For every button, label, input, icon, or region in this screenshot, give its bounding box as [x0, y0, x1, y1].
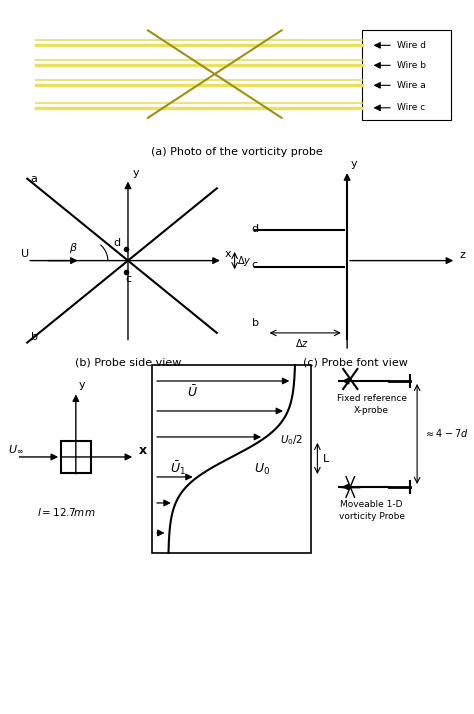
Text: y: y	[79, 381, 85, 391]
Text: Fixed reference: Fixed reference	[337, 394, 407, 403]
Text: (a) Photo of the vorticity probe: (a) Photo of the vorticity probe	[151, 146, 323, 157]
Text: c: c	[252, 261, 258, 271]
Text: $\Delta y$: $\Delta y$	[237, 253, 252, 268]
Text: d: d	[114, 238, 121, 248]
Text: $U_0/2$: $U_0/2$	[280, 433, 303, 447]
Text: $\bar{U}_1$: $\bar{U}_1$	[170, 459, 186, 477]
Text: Moveable 1-D: Moveable 1-D	[340, 500, 403, 509]
Text: Wire d: Wire d	[397, 41, 427, 50]
Text: $\Delta z$: $\Delta z$	[295, 337, 309, 349]
Text: y: y	[133, 168, 139, 178]
Text: $\bar{U}$: $\bar{U}$	[186, 384, 198, 400]
Text: $\mathbf{x}$: $\mathbf{x}$	[138, 443, 148, 457]
Text: b: b	[252, 318, 258, 328]
Text: $l=12.7mm$: $l=12.7mm$	[37, 506, 96, 518]
Text: x: x	[225, 248, 232, 258]
Text: vorticity Probe: vorticity Probe	[338, 512, 405, 521]
Text: d: d	[252, 224, 259, 234]
Text: b: b	[31, 331, 38, 342]
Text: $\approx 4-7d$: $\approx 4-7d$	[424, 427, 469, 439]
Text: Wire c: Wire c	[397, 104, 426, 112]
Text: (b) Probe side view: (b) Probe side view	[75, 357, 181, 368]
Text: c: c	[126, 273, 132, 284]
Text: U: U	[21, 248, 29, 258]
Text: X-probe: X-probe	[354, 406, 389, 415]
Text: $U_0$: $U_0$	[254, 462, 270, 477]
Bar	[152, 365, 311, 553]
Text: z: z	[459, 250, 465, 260]
Bar	[362, 30, 451, 120]
Text: a: a	[31, 174, 38, 183]
Text: Wire a: Wire a	[397, 81, 426, 90]
Text: Wire b: Wire b	[397, 61, 427, 70]
Text: y: y	[350, 159, 357, 169]
Bar	[61, 441, 91, 473]
Text: (c) Probe font view: (c) Probe font view	[303, 357, 408, 368]
Text: $\beta$: $\beta$	[69, 241, 78, 255]
Text: $U_\infty$: $U_\infty$	[8, 443, 24, 455]
Text: L: L	[323, 454, 329, 464]
